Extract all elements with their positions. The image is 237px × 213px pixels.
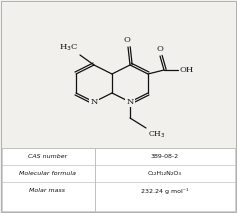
Text: C₁₂H₁₂N₂O₃: C₁₂H₁₂N₂O₃ bbox=[148, 171, 182, 176]
Text: 232.24 g mol⁻¹: 232.24 g mol⁻¹ bbox=[141, 187, 189, 193]
Text: N: N bbox=[126, 98, 134, 106]
Text: H$_3$C: H$_3$C bbox=[59, 43, 78, 53]
Text: 389-08-2: 389-08-2 bbox=[151, 154, 179, 159]
Text: N: N bbox=[90, 98, 98, 106]
Text: Molar mass: Molar mass bbox=[29, 188, 65, 193]
FancyBboxPatch shape bbox=[2, 148, 235, 211]
Text: OH: OH bbox=[180, 66, 194, 74]
Text: O: O bbox=[157, 45, 164, 53]
Text: CH$_3$: CH$_3$ bbox=[148, 130, 166, 141]
Text: Molecular formula: Molecular formula bbox=[19, 171, 76, 176]
Text: O: O bbox=[123, 36, 130, 44]
Text: CAS number: CAS number bbox=[28, 154, 67, 159]
